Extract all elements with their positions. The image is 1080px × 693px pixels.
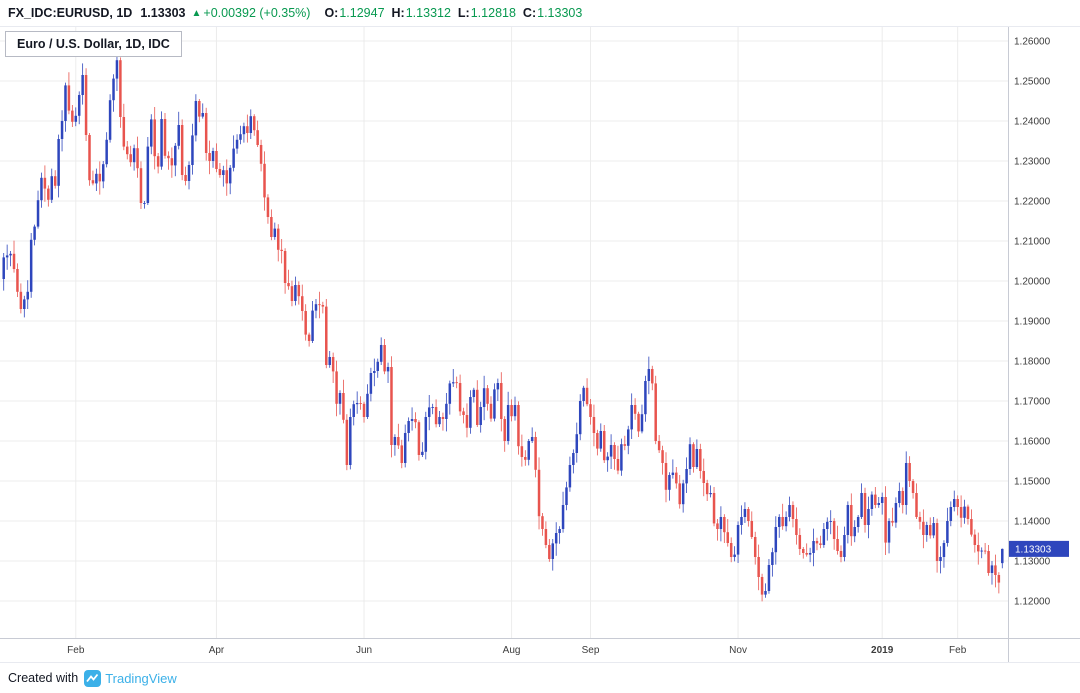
tradingview-link[interactable]: TradingView [105, 670, 177, 686]
svg-text:1.15000: 1.15000 [1014, 477, 1051, 488]
svg-text:Feb: Feb [949, 645, 967, 656]
svg-text:1.14000: 1.14000 [1014, 517, 1051, 528]
svg-text:1.23000: 1.23000 [1014, 157, 1051, 168]
axes-layer[interactable]: 1.26000 1.25000 1.24000 1.23000 1.22000 1.210… [0, 27, 1080, 662]
tradingview-logo-icon[interactable] [84, 669, 102, 687]
high-label: H: [391, 6, 405, 20]
close-value: 1.13303 [537, 6, 583, 20]
high-value: 1.13312 [405, 6, 451, 20]
svg-text:Apr: Apr [209, 645, 225, 656]
svg-text:1.13000: 1.13000 [1014, 557, 1051, 568]
svg-text:1.21000: 1.21000 [1014, 237, 1051, 248]
symbol-info-bar: FX_IDC:EURUSD, 1D 1.13303 ▲ +0.00392 (+0… [0, 0, 1080, 27]
open-value: 1.12947 [339, 6, 385, 20]
svg-text:1.18000: 1.18000 [1014, 357, 1051, 368]
svg-text:Jun: Jun [356, 645, 372, 656]
candles-layer [2, 49, 1004, 602]
svg-text:1.17000: 1.17000 [1014, 397, 1051, 408]
svg-text:1.26000: 1.26000 [1014, 37, 1051, 48]
svg-text:1.19000: 1.19000 [1014, 317, 1051, 328]
open-label: O: [324, 6, 339, 20]
svg-text:Sep: Sep [582, 645, 600, 656]
svg-text:1.12000: 1.12000 [1014, 597, 1051, 608]
svg-text:1.25000: 1.25000 [1014, 77, 1051, 88]
candlestick-chart[interactable]: 1.26000 1.25000 1.24000 1.23000 1.22000 1.210… [0, 27, 1080, 662]
chart-legend[interactable]: Euro / U.S. Dollar, 1D, IDC [5, 31, 182, 57]
low-label: L: [457, 6, 470, 20]
grid-layer [0, 27, 1008, 638]
attribution-bar: Created with TradingView [0, 662, 1080, 693]
svg-text:Nov: Nov [729, 645, 747, 656]
current-price-label: 1.13303 [1009, 540, 1069, 557]
change-up-arrow-icon: ▲ [191, 7, 202, 19]
symbol-title[interactable]: FX_IDC:EURUSD, 1D [8, 6, 133, 20]
svg-text:2019: 2019 [871, 645, 894, 656]
svg-text:1.24000: 1.24000 [1014, 117, 1051, 128]
svg-text:Feb: Feb [67, 645, 85, 656]
svg-text:1.16000: 1.16000 [1014, 437, 1051, 448]
last-price-value: 1.13303 [140, 6, 186, 20]
svg-text:1.20000: 1.20000 [1014, 277, 1051, 288]
created-with-text: Created with [8, 671, 79, 685]
low-value: 1.12818 [470, 6, 516, 20]
chart-area[interactable]: Euro / U.S. Dollar, 1D, IDC 1.26000 1.250… [0, 27, 1080, 662]
price-change-text: +0.00392 (+0.35%) [203, 6, 311, 20]
svg-text:Aug: Aug [503, 645, 521, 656]
close-label: C: [522, 6, 537, 20]
svg-text:1.22000: 1.22000 [1014, 197, 1051, 208]
svg-text:1.13303: 1.13303 [1015, 544, 1052, 555]
